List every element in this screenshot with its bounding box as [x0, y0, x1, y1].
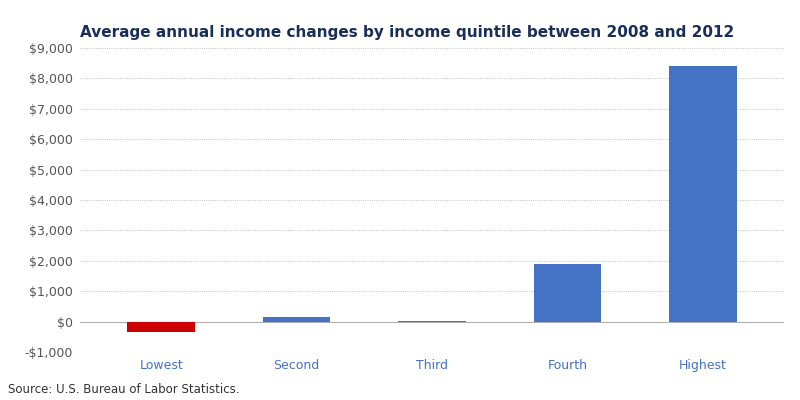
- Bar: [127, 322, 195, 332]
- Bar: [534, 264, 602, 322]
- Text: Source: U.S. Bureau of Labor Statistics.: Source: U.S. Bureau of Labor Statistics.: [8, 383, 239, 396]
- Bar: [262, 317, 330, 322]
- Bar: [398, 321, 466, 322]
- Bar: [669, 66, 737, 322]
- Text: Average annual income changes by income quintile between 2008 and 2012: Average annual income changes by income …: [80, 25, 734, 40]
